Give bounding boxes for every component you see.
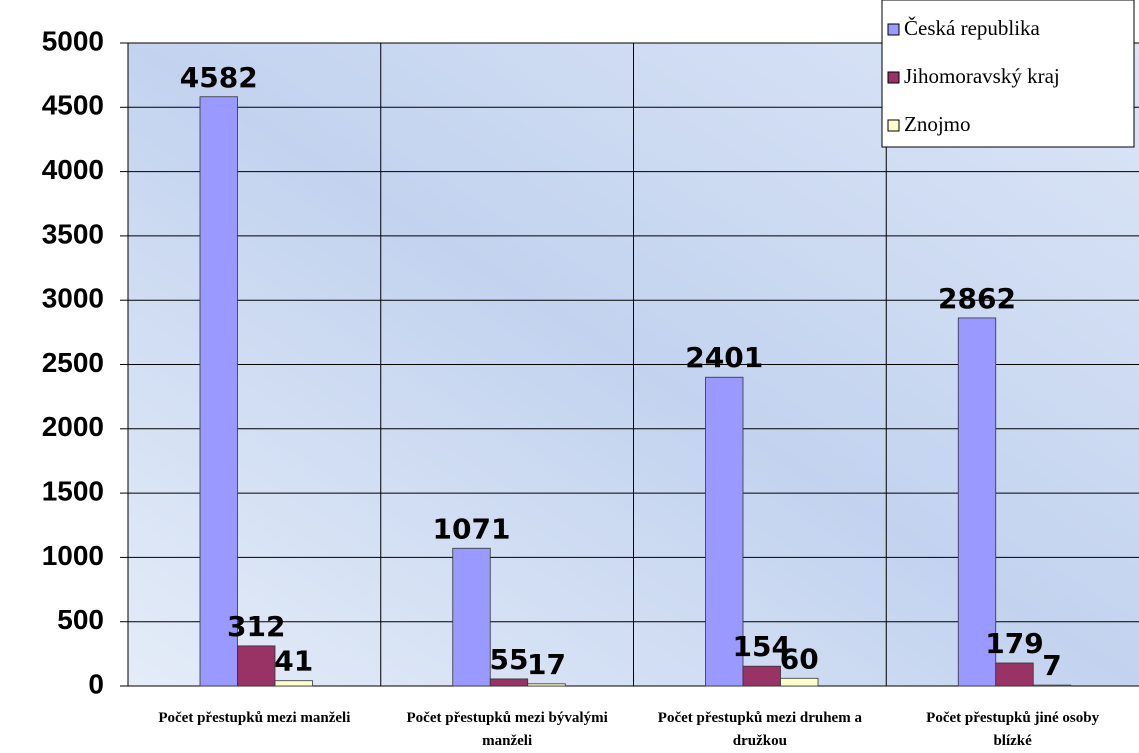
value-label: 60	[780, 642, 819, 675]
bar	[489, 678, 529, 687]
x-tick-line: blízké	[993, 733, 1032, 749]
value-label: 1071	[433, 512, 511, 545]
value-label: 4582	[180, 61, 258, 94]
value-label: 41	[274, 645, 313, 678]
value-label: 154	[733, 630, 791, 663]
bar	[274, 680, 313, 687]
x-tick-label: Počet přestupků jiné osoby blízké	[926, 710, 1099, 749]
bar	[705, 376, 744, 687]
bar	[452, 547, 491, 687]
legend-box	[881, 0, 1135, 148]
x-tick-line: manželi	[482, 733, 532, 749]
value-label: 2401	[685, 341, 763, 374]
legend-label: Znojmo	[904, 112, 971, 136]
value-label: 7	[1042, 649, 1061, 682]
value-label: 312	[227, 610, 285, 643]
bar	[1032, 684, 1072, 687]
bar	[527, 683, 566, 687]
y-tick-label: 3500	[42, 218, 104, 249]
y-tick-label: 3000	[42, 283, 104, 314]
y-tick-label: 5000	[42, 25, 104, 56]
legend-label: Jihomoravský kraj	[904, 64, 1060, 88]
bar	[780, 677, 819, 687]
y-tick-label: 1000	[42, 540, 104, 571]
bar	[199, 96, 238, 687]
x-tick-line: Počet přestupků mezi bývalými	[407, 710, 608, 726]
legend-swatch	[887, 23, 900, 36]
legend-swatch	[887, 119, 900, 132]
y-tick-label: 4000	[42, 154, 104, 185]
y-tick-label: 4500	[42, 90, 104, 121]
x-tick-label: Počet přestupků mezi druhem a družkou	[658, 710, 863, 749]
x-tick-line: Počet přestupků mezi manželi	[158, 710, 350, 726]
x-tick-line: družkou	[733, 733, 787, 749]
value-label: 55	[490, 643, 529, 676]
x-tick-label: Počet přestupků mezi manželi	[158, 710, 350, 726]
y-tick-label: 2500	[42, 347, 104, 378]
bar	[957, 317, 997, 687]
legend-swatch	[887, 71, 900, 84]
y-tick-label: 500	[57, 604, 104, 635]
bar	[237, 645, 276, 687]
bar	[995, 662, 1034, 687]
x-tick-line: Počet přestupků mezi druhem a	[658, 710, 863, 726]
legend-label: Česká republika	[904, 16, 1041, 40]
x-tick-line: Počet přestupků jiné osoby	[926, 710, 1099, 726]
y-tick-label: 1500	[42, 475, 104, 506]
y-tick-label: 2000	[42, 411, 104, 442]
x-tick-label: Počet přestupků mezi bývalými manželi	[407, 710, 608, 749]
value-label: 17	[527, 648, 566, 681]
bar	[742, 665, 781, 687]
value-label: 179	[985, 627, 1043, 660]
y-tick-label: 0	[88, 668, 104, 699]
value-label: 2862	[938, 282, 1016, 315]
